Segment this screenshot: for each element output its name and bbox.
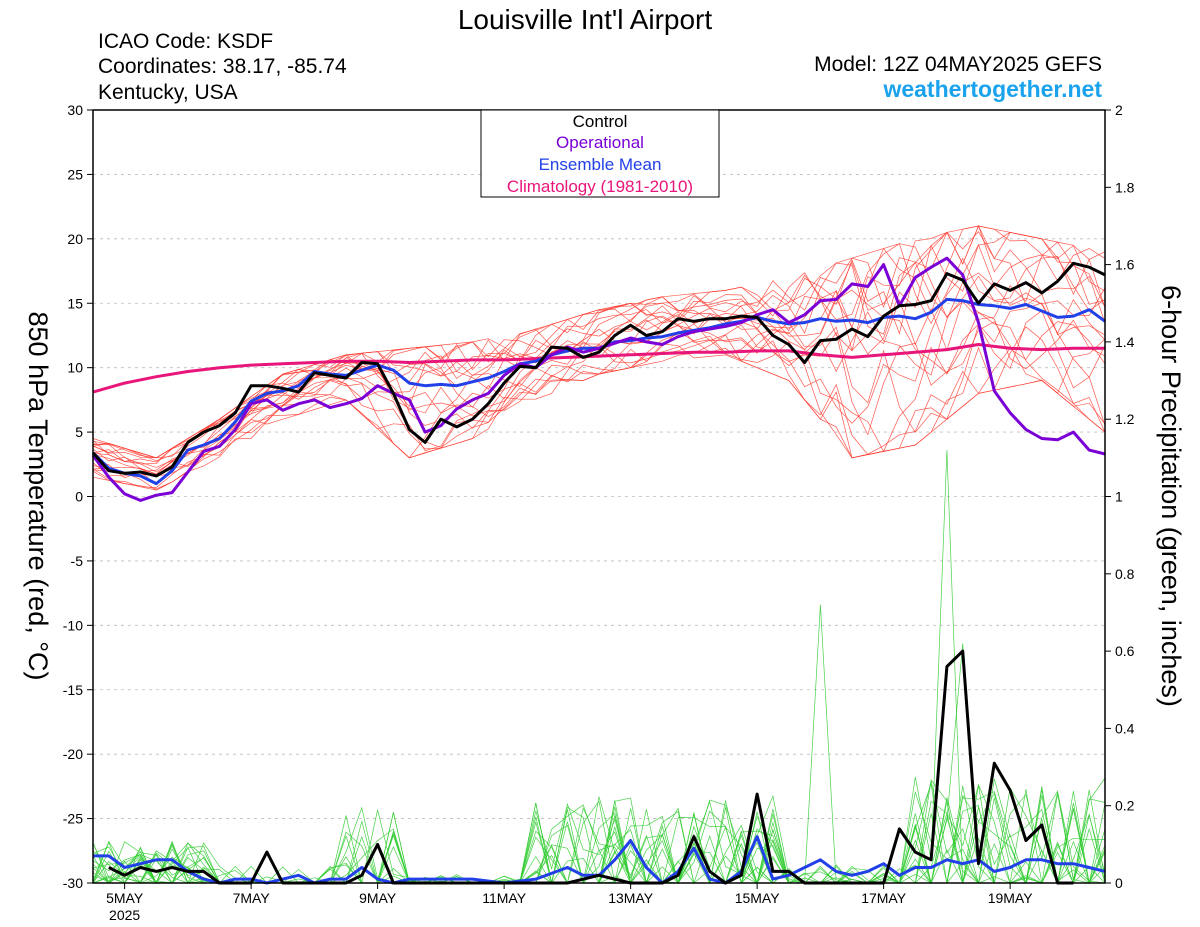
climatology-temperature-line (92, 343, 1105, 394)
x-tick-label: 5MAY (106, 890, 144, 906)
coordinates: Coordinates: 38.17, -85.74 (98, 55, 347, 78)
legend-box (480, 109, 720, 198)
model-run: Model: 12Z 04MAY2025 GEFS (814, 53, 1102, 76)
left-tick-label: -25 (63, 811, 83, 827)
operational-temperature-line (91, 256, 1106, 502)
legend: Control Operational Ensemble Mean Climat… (480, 109, 720, 198)
control-temperature-line (91, 261, 1106, 478)
x-tick-label: 15MAY (735, 890, 781, 906)
x-tick-label: 17MAY (861, 890, 907, 906)
left-tick-label: -15 (63, 682, 83, 698)
right-axis-ticks: 0 0.2 0.4 0.6 0.8 1 1.2 1.4 1.6 1.8 2 (1105, 102, 1135, 891)
legend-ensemble-mean: Ensemble Mean (539, 155, 662, 174)
legend-control: Control (573, 112, 628, 131)
left-tick-label: 5 (75, 424, 83, 440)
member-temperature-line (92, 290, 1106, 479)
member-precip-line (93, 784, 1106, 884)
right-tick-label: 0.8 (1115, 566, 1135, 582)
left-tick-label: -30 (63, 875, 83, 891)
x-tick-label: 11MAY (482, 890, 526, 906)
left-tick-label: -10 (63, 617, 83, 633)
left-tick-label: 25 (67, 166, 83, 182)
member-temperature-line (92, 326, 1106, 491)
left-axis-ticks: -30 -25 -20 -15 -10 -5 0 5 10 15 20 25 30 (63, 102, 93, 891)
legend-climatology: Climatology (1981-2010) (507, 177, 693, 196)
left-tick-label: -5 (71, 553, 84, 569)
left-tick-label: 20 (67, 231, 83, 247)
member-temperature-line (92, 225, 1106, 459)
x-tick-label: 7MAY (233, 890, 271, 906)
member-temperature-line (92, 241, 1106, 459)
member-temperature-line (92, 231, 1106, 477)
left-tick-label: 30 (67, 102, 83, 118)
right-tick-label: 1.4 (1115, 334, 1135, 350)
right-tick-label: 0.6 (1115, 643, 1135, 659)
right-tick-label: 1.8 (1115, 179, 1135, 195)
left-tick-label: 15 (67, 295, 83, 311)
right-tick-label: 1.6 (1115, 257, 1135, 273)
site-link[interactable]: weathertogether.net (882, 76, 1102, 102)
member-temperature-line (92, 311, 1106, 488)
left-tick-label: 10 (67, 360, 83, 376)
ensemble-mean-precip-line (93, 835, 1106, 885)
left-tick-label: -20 (63, 746, 83, 762)
x-tick-sublabel: 2025 (109, 907, 140, 923)
right-tick-label: 1.2 (1115, 411, 1135, 427)
x-tick-label: 19MAY (988, 890, 1034, 906)
right-tick-label: 0 (1115, 875, 1123, 891)
legend-operational: Operational (556, 133, 644, 152)
chart-title: Louisville Int'l Airport (458, 4, 713, 35)
x-tick-label: 13MAY (608, 890, 654, 906)
icao-code: ICAO Code: KSDF (98, 30, 273, 53)
right-tick-label: 0.2 (1115, 798, 1135, 814)
right-tick-label: 0.4 (1115, 720, 1135, 736)
right-axis-label: 6-hour Precipitation (green, inches) (1156, 285, 1186, 707)
left-axis-label: 850 hPa Temperature (red, °C) (23, 312, 53, 681)
right-tick-label: 2 (1115, 102, 1123, 118)
left-tick-label: 0 (75, 489, 83, 505)
right-tick-label: 1 (1115, 489, 1123, 505)
member-temperature-line (92, 334, 1106, 490)
x-tick-label: 9MAY (359, 890, 397, 906)
region: Kentucky, USA (98, 81, 238, 104)
